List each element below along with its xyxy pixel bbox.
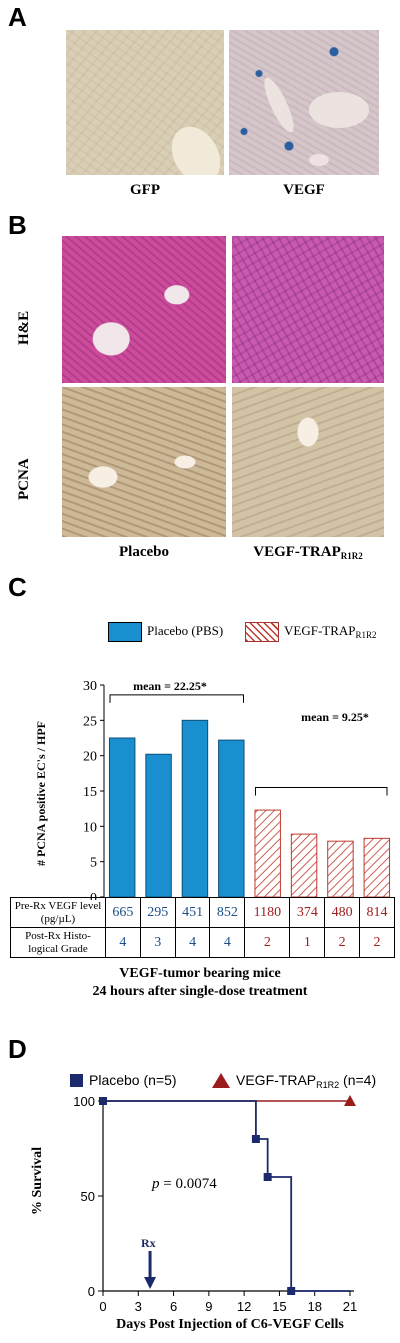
- pre-rx-cell: 665: [105, 897, 141, 928]
- gfp-caption: GFP: [130, 182, 160, 198]
- post-rx-cell: 4: [174, 927, 211, 958]
- pre-rx-cell: 814: [359, 897, 395, 928]
- bar-y-tick-label: 0: [90, 891, 97, 900]
- legend-trap-survival-main: VEGF-TRAP: [236, 1072, 317, 1088]
- placebo-survival-marker: [99, 1097, 107, 1105]
- mean-placebo-label: mean = 22.25*: [133, 679, 207, 693]
- rx-label: Rx: [141, 1236, 156, 1250]
- panel-c-footer-line1: VEGF-tumor bearing mice: [119, 966, 281, 981]
- p-symbol: p: [152, 1176, 160, 1192]
- legend-trap-label: VEGF-TRAPR1R2: [284, 623, 377, 640]
- legend-trap-swatch: [245, 622, 279, 642]
- pre-rx-cell: 852: [209, 897, 246, 928]
- survival-x-tick-label: 15: [272, 1299, 286, 1314]
- trap-survival-marker: [344, 1095, 356, 1106]
- rx-table: Pre-Rx VEGF level (pg/µL) 665 295 451 85…: [10, 897, 395, 958]
- placebo-survival-line: [103, 1100, 350, 1292]
- trap-caption: VEGF-TRAPR1R2: [232, 544, 384, 561]
- post-rx-cell: 4: [105, 927, 141, 958]
- pre-rx-cell: 480: [324, 897, 361, 928]
- panel-label-c: C: [8, 572, 27, 602]
- mean-placebo-bracket: [109, 694, 244, 703]
- legend-placebo-label: Placebo (PBS): [147, 623, 224, 638]
- vegf-caption: VEGF: [283, 182, 325, 198]
- bar-y-tick-label: 25: [83, 714, 97, 729]
- legend-placebo-swatch: [108, 622, 142, 642]
- pre-rx-cell: 374: [289, 897, 326, 928]
- trap-bar: [254, 809, 281, 898]
- legend-trap-marker: [212, 1073, 230, 1088]
- survival-x-tick-label: 0: [99, 1299, 106, 1314]
- he-row-label: H&E: [16, 310, 32, 345]
- trap-bar: [290, 833, 318, 898]
- post-rx-row-head: Post-Rx Histo-logical Grade: [10, 927, 106, 958]
- survival-y-tick-label: 0: [88, 1284, 95, 1299]
- placebo-bar: [145, 753, 172, 898]
- trap-bar: [363, 837, 391, 898]
- pre-rx-cell: 451: [174, 897, 211, 928]
- pre-rx-row-head: Pre-Rx VEGF level (pg/µL): [10, 897, 106, 928]
- legend-trap-survival-sub: R1R2: [316, 1080, 340, 1090]
- survival-chart: 0 50 100 0 3 6 9 12 15 18 21: [73, 1094, 357, 1314]
- trap-pcna-micrograph: [232, 387, 384, 537]
- pre-rx-cell: 295: [139, 897, 176, 928]
- trap-caption-sub: R1R2: [340, 551, 363, 561]
- legend-trap-main: VEGF-TRAP: [284, 623, 356, 638]
- post-rx-cell: 1: [289, 927, 326, 958]
- bar-y-tick-label: 5: [90, 856, 97, 871]
- placebo-survival-marker: [287, 1287, 296, 1295]
- legend-trap-sub: R1R2: [355, 630, 377, 640]
- placebo-survival-marker: [263, 1173, 272, 1181]
- panel-label-b: B: [8, 210, 27, 240]
- mean-trap-label: mean = 9.25*: [301, 710, 369, 724]
- post-rx-cell: 3: [139, 927, 176, 958]
- placebo-he-micrograph: [62, 236, 226, 383]
- trap-caption-main: VEGF-TRAP: [253, 544, 341, 560]
- survival-x-tick-label: 9: [205, 1299, 212, 1314]
- placebo-caption: Placebo: [119, 544, 169, 560]
- vegf-micrograph: [229, 30, 379, 175]
- legend-placebo-marker: [70, 1074, 83, 1087]
- trap-he-micrograph: [232, 236, 384, 383]
- survival-x-tick-label: 12: [237, 1299, 251, 1314]
- pcna-bar-chart: 0 5 10 15 20 25 30: [83, 679, 391, 900]
- table-row: Pre-Rx VEGF level (pg/µL) 665 295 451 85…: [10, 897, 395, 928]
- panel-label-d: D: [8, 1034, 27, 1064]
- post-rx-cell: 2: [244, 927, 291, 958]
- trap-bar: [327, 840, 354, 898]
- post-rx-cell: 2: [324, 927, 361, 958]
- survival-x-tick-label: 6: [170, 1299, 177, 1314]
- p-value-text: = 0.0074: [159, 1176, 217, 1192]
- survival-xlabel: Days Post Injection of C6-VEGF Cells: [116, 1317, 344, 1332]
- p-value-label: p = 0.0074: [152, 1176, 217, 1193]
- mean-trap-bracket: [255, 786, 388, 796]
- panel-c-footer-line2: 24 hours after single-dose treatment: [92, 984, 308, 999]
- pcna-row-label: PCNA: [16, 458, 32, 500]
- survival-y-tick-label: 50: [81, 1189, 95, 1204]
- post-rx-cell: 4: [209, 927, 246, 958]
- panel-label-a: A: [8, 2, 27, 32]
- bar-y-tick-label: 20: [83, 750, 97, 765]
- placebo-bar: [108, 737, 136, 898]
- legend-placebo-survival: Placebo (n=5): [89, 1072, 177, 1088]
- table-row: Post-Rx Histo-logical Grade 4 3 4 4 2 1 …: [10, 927, 395, 958]
- placebo-bar: [218, 739, 245, 898]
- gfp-micrograph: [66, 30, 224, 175]
- legend-trap-survival: VEGF-TRAPR1R2 (n=4): [236, 1072, 376, 1090]
- bar-y-tick-label: 15: [83, 785, 97, 800]
- pre-rx-cell: 1180: [244, 897, 291, 928]
- bar-y-tick-label: 30: [83, 679, 97, 694]
- placebo-bar: [181, 719, 209, 898]
- survival-x-tick-label: 3: [135, 1299, 142, 1314]
- post-rx-cell: 2: [359, 927, 395, 958]
- survival-y-tick-label: 100: [73, 1094, 95, 1109]
- rx-arrow-head: [144, 1277, 157, 1289]
- placebo-survival-marker: [251, 1135, 260, 1143]
- legend-trap-survival-n: (n=4): [343, 1072, 377, 1088]
- survival-x-tick-label: 21: [343, 1299, 357, 1314]
- placebo-pcna-micrograph: [62, 387, 226, 537]
- bar-y-tick-label: 10: [83, 820, 97, 835]
- survival-x-tick-label: 18: [307, 1299, 321, 1314]
